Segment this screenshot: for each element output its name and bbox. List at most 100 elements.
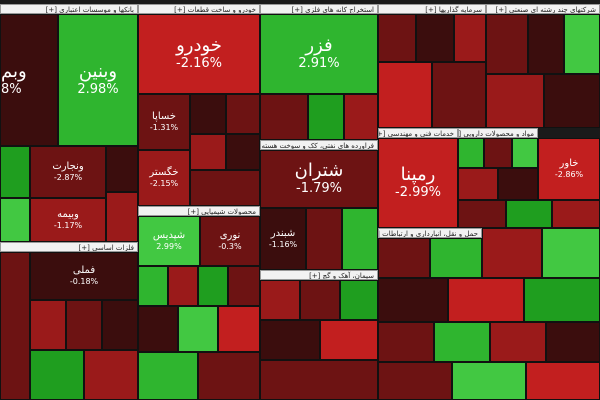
- sector-header-banks[interactable]: بانکها و موسسات اعتباری [+]: [0, 4, 138, 14]
- tile-mining-small-3[interactable]: [344, 94, 378, 140]
- tile-noori[interactable]: نوری -0.3%: [200, 216, 260, 266]
- tile-invest-small-5[interactable]: [432, 62, 486, 128]
- tile-bank-small-1[interactable]: [0, 146, 30, 198]
- tile-chem-small-1[interactable]: [138, 266, 168, 306]
- tile-percent: 2.99%: [156, 242, 182, 251]
- sector-header-engineering[interactable]: خدمات فنی و مهندسی [+]: [378, 128, 458, 138]
- tile-cement-small-3[interactable]: [340, 280, 378, 320]
- tile-bank-small-4[interactable]: [106, 192, 138, 242]
- tile-pharma-small-7[interactable]: [506, 200, 552, 228]
- tile-bank-small-3[interactable]: [106, 146, 138, 192]
- tile-other-small-8[interactable]: [490, 322, 546, 362]
- tile-multi-small-4[interactable]: [486, 74, 544, 128]
- tile-invest-small-1[interactable]: [378, 14, 416, 62]
- tile-name: وبم: [1, 61, 27, 82]
- tile-auto-small-5[interactable]: [190, 170, 260, 206]
- tile-other-small-11[interactable]: [452, 362, 526, 400]
- tile-oil-small-1[interactable]: [306, 208, 342, 270]
- sector-header-investment[interactable]: سرمایه گذاریها [+]: [378, 4, 486, 14]
- tile-other-small-4[interactable]: [448, 278, 524, 322]
- tile-chem-small-3[interactable]: [198, 266, 228, 306]
- sector-header-transport[interactable]: حمل و نقل، انبارداری و ارتباطات [+]: [378, 228, 482, 238]
- tile-other-small-3[interactable]: [378, 278, 448, 322]
- tile-other-small-2[interactable]: [542, 228, 600, 278]
- tile-pharma-small-2[interactable]: [484, 138, 512, 168]
- sector-header-oil[interactable]: فراورده های نفتی، کک و سوخت هسته ای [+]: [260, 140, 378, 150]
- tile-metal-small-2[interactable]: [30, 300, 66, 350]
- sector-header-cement[interactable]: سیمان، آهک و گچ [+]: [260, 270, 378, 280]
- sector-header-metals[interactable]: فلزات اساسی [+]: [0, 242, 138, 252]
- tile-other-small-10[interactable]: [378, 362, 452, 400]
- tile-vbnin[interactable]: وبنین 2.98%: [58, 14, 138, 146]
- tile-auto-small-3[interactable]: [190, 134, 226, 170]
- tile-transport-small-1[interactable]: [378, 238, 430, 278]
- tile-chem-small-7[interactable]: [218, 306, 260, 352]
- sector-header-multi[interactable]: شرکتهای چند رشته ای صنعتی [+]: [486, 4, 600, 14]
- sector-header-mining[interactable]: استخراج کانه های فلزی [+]: [260, 4, 378, 14]
- tile-name: خگستر: [149, 167, 179, 178]
- tile-invest-small-2[interactable]: [416, 14, 454, 62]
- tile-other-small-1[interactable]: [482, 228, 542, 278]
- tile-pharma-small-1[interactable]: [458, 138, 484, 168]
- tile-other-small-6[interactable]: [378, 322, 434, 362]
- tile-chem-small-4[interactable]: [228, 266, 260, 306]
- tile-oil-small-2[interactable]: [342, 208, 378, 270]
- tile-khodro[interactable]: خودرو -2.16%: [138, 14, 260, 94]
- tile-metal-small-6[interactable]: [84, 350, 138, 400]
- tile-khavar[interactable]: خاور -2.86%: [538, 138, 600, 200]
- tile-cement-small-5[interactable]: [320, 320, 378, 360]
- tile-percent: -2.16%: [176, 56, 222, 71]
- sector-header-auto[interactable]: خودرو و ساخت قطعات [+]: [138, 4, 260, 14]
- tile-pharma-small-4[interactable]: [458, 168, 498, 200]
- tile-mining-small-2[interactable]: [308, 94, 344, 140]
- tile-other-small-7[interactable]: [434, 322, 490, 362]
- tile-multi-small-1[interactable]: [486, 14, 528, 74]
- tile-auto-small-4[interactable]: [226, 134, 260, 170]
- tile-other-small-9[interactable]: [546, 322, 600, 362]
- tile-pharma-small-3[interactable]: [512, 138, 538, 168]
- tile-cement-small-6[interactable]: [260, 360, 378, 400]
- tile-fazar[interactable]: فزر 2.91%: [260, 14, 378, 94]
- tile-mining-small-1[interactable]: [260, 94, 308, 140]
- tile-metal-small-1[interactable]: [0, 252, 30, 400]
- tile-metal-small-4[interactable]: [102, 300, 138, 350]
- tile-pharma-small-5[interactable]: [498, 168, 538, 200]
- tile-multi-small-5[interactable]: [544, 74, 600, 128]
- tile-auto-small-2[interactable]: [226, 94, 260, 134]
- tile-khgostar[interactable]: خگستر -2.15%: [138, 150, 190, 206]
- tile-other-small-5[interactable]: [524, 278, 600, 322]
- tile-pharma-small-8[interactable]: [552, 200, 600, 228]
- sector-header-pharma[interactable]: مواد و محصولات دارویی [+]: [458, 128, 538, 138]
- tile-vtejarat[interactable]: ونجارت -2.87%: [30, 146, 106, 198]
- tile-metal-small-3[interactable]: [66, 300, 102, 350]
- tile-multi-small-3[interactable]: [564, 14, 600, 74]
- tile-chem-small-8[interactable]: [138, 352, 198, 400]
- tile-pharma-small-6[interactable]: [458, 200, 506, 228]
- tile-rampna[interactable]: رمپنا -2.99%: [378, 138, 458, 228]
- tile-vbimeh[interactable]: وبیمه -1.17%: [30, 198, 106, 242]
- tile-invest-small-4[interactable]: [378, 62, 432, 128]
- tile-chem-small-9[interactable]: [198, 352, 260, 400]
- tile-name: رمپنا: [400, 164, 436, 185]
- tile-transport-small-2[interactable]: [430, 238, 482, 278]
- tile-name: وبیمه: [57, 209, 79, 220]
- tile-shetran[interactable]: شتران -1.79%: [260, 150, 378, 208]
- tile-chem-small-2[interactable]: [168, 266, 198, 306]
- tile-shabandar[interactable]: شبندر -1.16%: [260, 208, 306, 270]
- tile-cement-small-4[interactable]: [260, 320, 320, 360]
- tile-other-small-12[interactable]: [526, 362, 600, 400]
- tile-invest-small-3[interactable]: [454, 14, 486, 62]
- tile-cement-small-2[interactable]: [300, 280, 340, 320]
- tile-famli[interactable]: فملی -0.18%: [30, 252, 138, 300]
- tile-chem-small-6[interactable]: [178, 306, 218, 352]
- tile-metal-small-5[interactable]: [30, 350, 84, 400]
- tile-khsapa[interactable]: خساپا -1.31%: [138, 94, 190, 150]
- tile-bank-small-2[interactable]: [0, 198, 30, 242]
- tile-chem-small-5[interactable]: [138, 306, 178, 352]
- sector-header-chemicals[interactable]: محصولات شیمیایی [+]: [138, 206, 260, 216]
- tile-auto-small-1[interactable]: [190, 94, 226, 134]
- tile-cement-small-1[interactable]: [260, 280, 300, 320]
- tile-vbm[interactable]: وبم 8%: [0, 14, 58, 146]
- tile-multi-small-2[interactable]: [528, 14, 564, 74]
- tile-shpadis[interactable]: شپدیس 2.99%: [138, 216, 200, 266]
